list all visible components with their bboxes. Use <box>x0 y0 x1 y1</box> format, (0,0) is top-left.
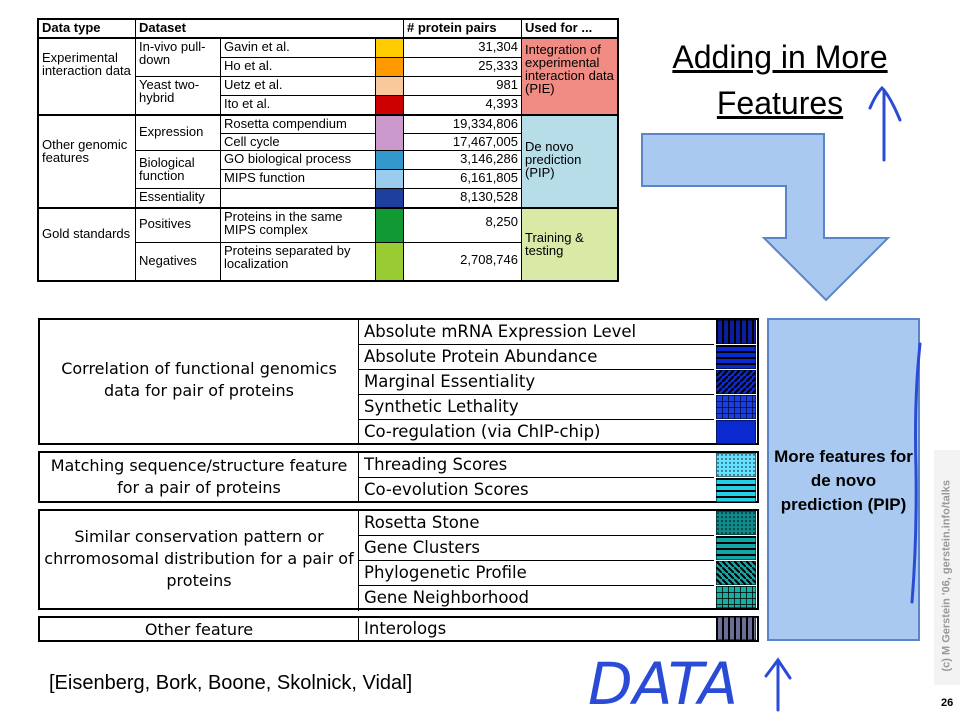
feature-group-label: Matching sequence/structure feature for … <box>50 456 348 497</box>
feature-row: Absolute mRNA Expression Level <box>358 320 714 345</box>
slide-title: Adding in More Features <box>640 34 920 126</box>
pattern-swatch-phylogenetic <box>716 561 756 585</box>
color-swatch <box>376 189 404 209</box>
dataset-cell: Cell cycle <box>221 134 376 151</box>
used-for-pip: De novo prediction (PIP) <box>522 116 617 209</box>
subgroup-bio-function: Biological function <box>136 151 221 189</box>
group-genomic: Other genomic features <box>39 116 136 209</box>
feature-row: Phylogenetic Profile <box>358 561 714 586</box>
pairs-cell: 31,304 <box>404 39 522 58</box>
used-for-training: Training & testing <box>522 209 617 280</box>
feature-group-label: Other feature <box>144 620 254 639</box>
handwritten-data-text: DATA <box>588 650 738 718</box>
feature-group-box <box>38 616 759 642</box>
feature-row: Gene Clusters <box>358 536 714 561</box>
feature-row: Interologs <box>358 617 714 642</box>
handwritten-data-annotation: DATA <box>588 650 792 718</box>
header-dataset: Dataset <box>136 20 404 39</box>
pairs-cell: 981 <box>404 77 522 96</box>
color-swatch <box>376 209 404 243</box>
feature-group-label: Correlation of functional genomics data … <box>61 359 337 400</box>
dataset-cell: Uetz et al. <box>221 77 376 96</box>
feature-row: Co-regulation (via ChIP-chip) <box>358 420 714 445</box>
dataset-table: Data type Dataset # protein pairs Used f… <box>37 18 619 282</box>
header-data-type: Data type <box>39 20 136 39</box>
subgroup-expression: Expression <box>136 116 221 151</box>
feature-row: Synthetic Lethality <box>358 395 714 420</box>
pattern-swatch-interologs <box>716 617 756 640</box>
feature-row: Absolute Protein Abundance <box>358 345 714 370</box>
color-swatch <box>376 170 404 189</box>
feature-row: Co-evolution Scores <box>358 478 714 503</box>
subgroup-pulldown: In-vivo pull-down <box>136 39 221 77</box>
pattern-swatch-rosetta <box>716 511 756 535</box>
feature-group-box <box>38 509 759 610</box>
dataset-cell: Proteins separated by localization <box>221 243 376 280</box>
pattern-swatch-protein-abundance <box>716 345 756 369</box>
dataset-cell: Ito et al. <box>221 96 376 116</box>
credit-strip: (c) M Gerstein '06, gerstein.info/talks <box>934 450 960 685</box>
feature-group-box <box>38 318 759 445</box>
dataset-cell: Proteins in the same MIPS complex <box>221 209 376 243</box>
subgroup-positives: Positives <box>136 209 221 243</box>
feature-group-label: Similar conservation pattern or chrromos… <box>44 527 354 590</box>
pattern-swatch-coregulation <box>716 420 756 444</box>
dataset-cell: Ho et al. <box>221 58 376 77</box>
pattern-swatch-neighborhood <box>716 586 756 608</box>
pairs-cell: 4,393 <box>404 96 522 116</box>
pairs-cell: 19,334,806 <box>404 116 522 134</box>
handwritten-bracket-icon <box>910 342 922 604</box>
color-swatch <box>376 58 404 77</box>
feature-row: Rosetta Stone <box>358 511 714 536</box>
subgroup-negatives: Negatives <box>136 243 221 280</box>
feature-row: Gene Neighborhood <box>358 586 714 611</box>
group-gold-standards: Gold standards <box>39 209 136 280</box>
citation: [Eisenberg, Bork, Boone, Skolnick, Vidal… <box>49 672 413 694</box>
pairs-cell: 8,130,528 <box>404 189 522 209</box>
dataset-cell: MIPS function <box>221 170 376 189</box>
pattern-swatch-synthetic-lethality <box>716 395 756 419</box>
down-arrow-icon <box>641 133 891 302</box>
color-swatch <box>376 96 404 116</box>
dataset-cell <box>221 189 376 209</box>
pairs-cell: 8,250 <box>404 209 522 243</box>
pattern-swatch-gene-clusters <box>716 536 756 560</box>
pip-label: More features for de novo prediction (PI… <box>774 447 913 514</box>
slide-title-text: Adding in More Features <box>672 39 888 121</box>
credit-text: (c) M Gerstein '06, gerstein.info/talks <box>940 479 953 672</box>
feature-row: Marginal Essentiality <box>358 370 714 395</box>
pattern-swatch-mrna <box>716 320 756 344</box>
color-swatch <box>376 39 404 58</box>
color-swatch <box>376 77 404 96</box>
feature-row: Threading Scores <box>358 453 714 478</box>
pairs-cell: 6,161,805 <box>404 170 522 189</box>
subgroup-two-hybrid: Yeast two-hybrid <box>136 77 221 116</box>
pairs-cell: 25,333 <box>404 58 522 77</box>
pairs-cell: 17,467,005 <box>404 134 522 151</box>
dataset-cell: Rosetta compendium <box>221 116 376 134</box>
header-protein-pairs: # protein pairs <box>404 20 522 39</box>
color-swatch <box>376 116 404 151</box>
color-swatch <box>376 243 404 280</box>
pattern-swatch-threading <box>716 453 756 477</box>
slide-number: 26 <box>941 697 954 709</box>
handwritten-arrow-icon <box>868 85 902 162</box>
dataset-cell: Gavin et al. <box>221 39 376 58</box>
used-for-pie: Integration of experimental interaction … <box>522 39 617 116</box>
subgroup-essentiality: Essentiality <box>136 189 221 209</box>
pairs-cell: 2,708,746 <box>404 243 522 280</box>
pattern-swatch-coevolution <box>716 478 756 502</box>
pattern-swatch-essentiality <box>716 370 756 394</box>
color-swatch <box>376 151 404 170</box>
pairs-cell: 3,146,286 <box>404 151 522 170</box>
dataset-cell: GO biological process <box>221 151 376 170</box>
pip-features-box: More features for de novo prediction (PI… <box>767 318 920 641</box>
group-experimental: Experimental interaction data <box>39 39 136 116</box>
header-used-for: Used for ... <box>522 20 617 39</box>
